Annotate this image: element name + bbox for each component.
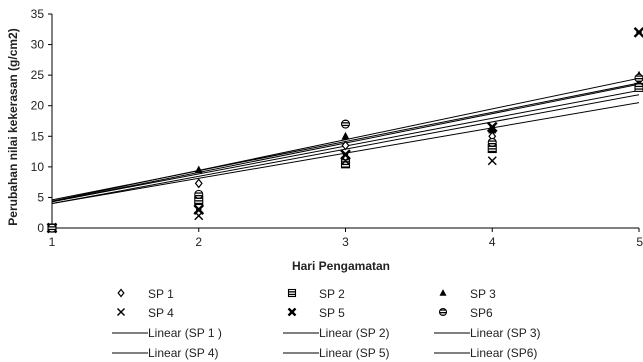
data-point bbox=[634, 82, 643, 92]
x-tick-label: 3 bbox=[342, 235, 349, 249]
legend-label: Linear (SP 1 ) bbox=[148, 326, 222, 340]
legend-label: SP 5 bbox=[319, 306, 345, 320]
data-point bbox=[488, 125, 497, 134]
data-point bbox=[194, 189, 204, 199]
legend-marker bbox=[287, 288, 297, 298]
legend-marker bbox=[287, 307, 297, 317]
trendline bbox=[51, 77, 640, 202]
y-axis-ticks: 0 5 10 15 20 25 30 35 bbox=[31, 7, 52, 235]
x-tick-label: 1 bbox=[49, 235, 56, 249]
data-point bbox=[341, 131, 350, 140]
legend: SP 1 SP 2 SP 3 SP 4 SP 5 SP6 Linear (SP 1 ) Lin… bbox=[112, 287, 540, 360]
y-tick-label: 20 bbox=[31, 99, 45, 113]
data-points bbox=[46, 26, 643, 234]
data-point bbox=[634, 73, 643, 83]
y-tick-label: 30 bbox=[31, 38, 45, 52]
x-tick-label: 4 bbox=[489, 235, 496, 249]
data-point bbox=[633, 26, 643, 38]
data-point bbox=[486, 121, 498, 133]
legend-label: Linear (SP 5) bbox=[319, 346, 389, 360]
data-point bbox=[194, 165, 203, 174]
data-point bbox=[193, 204, 205, 216]
x-tick-label: 5 bbox=[636, 235, 643, 249]
y-axis-title: Perubahan nilai kekerasan (g/cm2) bbox=[6, 28, 20, 225]
legend-marker bbox=[117, 308, 125, 316]
data-point bbox=[340, 119, 351, 129]
data-point bbox=[194, 178, 203, 189]
y-tick-label: 0 bbox=[37, 221, 44, 235]
data-point bbox=[487, 137, 497, 147]
legend-label: SP 3 bbox=[470, 287, 496, 301]
data-point bbox=[47, 223, 57, 233]
x-tick-label: 2 bbox=[195, 235, 202, 249]
data-point bbox=[341, 140, 350, 151]
legend-label: Linear (SP 4) bbox=[148, 346, 218, 360]
legend-marker bbox=[439, 289, 447, 296]
y-tick-label: 35 bbox=[31, 7, 45, 21]
axes: 0 5 10 15 20 25 30 35 1 2 3 4 5 bbox=[31, 7, 643, 249]
legend-marker bbox=[117, 288, 125, 298]
legend-label: SP 2 bbox=[319, 287, 345, 301]
legend-label: SP6 bbox=[470, 306, 493, 320]
legend-label: SP 1 bbox=[148, 287, 174, 301]
y-tick-label: 15 bbox=[31, 129, 45, 143]
legend-marker bbox=[438, 307, 448, 317]
y-tick-label: 25 bbox=[31, 68, 45, 82]
y-tick-label: 5 bbox=[37, 190, 44, 204]
legend-label: SP 4 bbox=[148, 306, 174, 320]
x-axis-title: Hari Pengamatan bbox=[292, 259, 390, 273]
legend-label: Linear (SP 3) bbox=[470, 326, 540, 340]
data-point bbox=[487, 156, 497, 166]
x-axis-ticks: 1 2 3 4 5 bbox=[49, 228, 643, 249]
legend-label: Linear (SP 2) bbox=[319, 326, 389, 340]
y-tick-label: 10 bbox=[31, 160, 45, 174]
data-point bbox=[340, 149, 351, 160]
legend-label: Linear (SP6) bbox=[470, 346, 537, 360]
